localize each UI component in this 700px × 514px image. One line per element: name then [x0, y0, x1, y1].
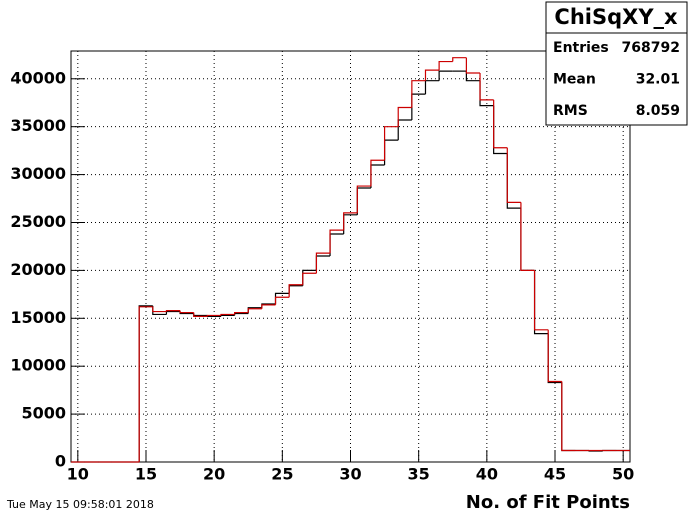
- stats-value: 768792: [622, 40, 680, 56]
- histogram-step: [220, 313, 235, 316]
- stats-value: 8.059: [636, 103, 680, 119]
- histogram-step: [193, 312, 208, 317]
- histogram-step: [465, 57, 481, 74]
- y-tick-label: 0: [55, 452, 66, 471]
- histogram-step: [397, 106, 412, 127]
- y-tick-label: 25000: [10, 212, 66, 231]
- histogram-step: [383, 126, 399, 161]
- histogram-step: [438, 60, 453, 71]
- histogram-step: [274, 296, 290, 305]
- histogram-step: [179, 310, 194, 314]
- histogram-step: [261, 304, 276, 309]
- histogram-step: [561, 381, 576, 452]
- y-tick-label: 20000: [10, 260, 66, 279]
- histogram-step: [479, 73, 494, 101]
- histogram-step: [343, 212, 358, 231]
- histogram-step: [520, 202, 535, 271]
- timestamp: Tue May 15 09:58:01 2018: [6, 498, 154, 511]
- histogram-step: [302, 272, 317, 285]
- histogram-step: [329, 229, 344, 254]
- histogram-step: [206, 314, 221, 317]
- histogram-step: [288, 284, 303, 298]
- x-tick-label: 50: [612, 465, 634, 484]
- stats-label: Mean: [553, 72, 596, 88]
- histogram-step: [138, 306, 153, 462]
- y-tick-label: 15000: [10, 308, 66, 327]
- y-tick-label: 35000: [10, 116, 66, 135]
- histogram-step: [452, 57, 467, 62]
- x-tick-label: 30: [339, 465, 361, 484]
- x-tick-label: 20: [203, 465, 225, 484]
- x-tick-label: 10: [67, 465, 89, 484]
- stats-label: Entries: [553, 40, 609, 56]
- histogram-step: [424, 69, 440, 81]
- histogram-step: [506, 147, 521, 203]
- histogram-step: [533, 270, 549, 331]
- stats-label: RMS: [553, 103, 588, 119]
- stats-title: ChiSqXY_x: [554, 5, 678, 29]
- histogram-step: [370, 159, 385, 187]
- y-tick-label: 10000: [10, 356, 66, 375]
- histogram-step: [220, 314, 235, 317]
- x-axis-label: No. of Fit Points: [466, 492, 630, 513]
- histogram-step: [165, 310, 181, 312]
- histogram-step: [152, 306, 167, 313]
- histogram-step: [547, 329, 562, 383]
- histogram-step: [438, 70, 453, 81]
- histogram-step: [247, 308, 262, 313]
- x-tick-label: 45: [544, 465, 566, 484]
- stats-value: 32.01: [636, 72, 680, 88]
- histogram-step: [315, 252, 331, 274]
- x-tick-label: 15: [135, 465, 157, 484]
- stats-box: [545, 1, 688, 126]
- y-tick-label: 30000: [10, 164, 66, 183]
- histogram-step: [234, 311, 249, 315]
- histogram-step: [465, 71, 481, 82]
- x-tick-label: 40: [476, 465, 498, 484]
- histogram-step: [493, 99, 508, 149]
- histogram-step: [356, 185, 371, 213]
- x-tick-label: 35: [408, 465, 430, 484]
- y-tick-label: 40000: [10, 68, 66, 87]
- histogram-step: [411, 80, 426, 108]
- y-tick-label: 5000: [21, 404, 66, 423]
- x-tick-label: 25: [271, 465, 293, 484]
